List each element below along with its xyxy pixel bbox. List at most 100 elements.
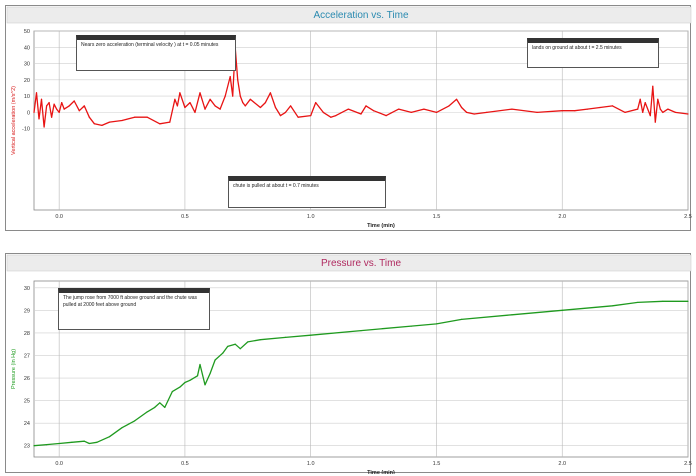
data-point (239, 95, 241, 97)
data-point (657, 98, 659, 100)
data-point (461, 318, 463, 320)
data-point (639, 98, 641, 100)
data-point (330, 116, 332, 118)
y-axis-label: Vertical acceleration (m/s^2) (11, 86, 17, 155)
data-point (58, 111, 60, 113)
data-point (297, 116, 299, 118)
x-tick-label: 2.5 (684, 461, 692, 467)
data-point (204, 108, 206, 110)
data-point (315, 102, 317, 104)
data-point (473, 113, 475, 115)
data-point (687, 300, 689, 302)
data-point (244, 105, 246, 107)
data-point (189, 379, 191, 381)
data-point (159, 123, 161, 125)
data-point (599, 106, 601, 109)
data-point (108, 121, 111, 123)
data-point (45, 443, 48, 446)
data-point (574, 110, 576, 112)
data-point (184, 106, 186, 109)
y-tick-label: 28 (24, 331, 30, 337)
pressure-chart: Pressure vs. Time 30 29 28 27 26 25 24 23 0.0 0.5 1… (5, 253, 692, 474)
y-tick-label: 27 (24, 353, 30, 359)
data-point (435, 111, 438, 113)
data-point (63, 108, 65, 110)
data-point (662, 111, 664, 113)
data-point (159, 402, 161, 404)
data-point (611, 305, 614, 307)
data-point (654, 121, 656, 123)
x-tick-label: 0.5 (181, 214, 189, 220)
x-tick-label: 0.0 (55, 461, 63, 467)
x-tick-label: 2.5 (684, 214, 692, 220)
data-point (174, 98, 176, 100)
x-tick-label: 1.0 (307, 461, 315, 467)
data-point (121, 119, 123, 122)
data-point (486, 111, 488, 113)
data-point (189, 102, 191, 104)
annotation-jump-altitude: The jump rose from 7000 ft above ground … (58, 288, 210, 330)
data-point (410, 111, 412, 113)
data-point (511, 108, 513, 110)
data-point (360, 330, 362, 332)
data-point (398, 108, 400, 110)
data-point (154, 406, 156, 408)
data-point (347, 108, 350, 110)
data-point (93, 123, 95, 125)
data-point (242, 102, 244, 104)
y-tick-label: 30 (24, 62, 30, 68)
x-tick-label: 2.0 (558, 214, 566, 220)
data-point (310, 115, 312, 117)
data-point (274, 106, 277, 109)
data-point (56, 108, 58, 110)
data-point (179, 386, 181, 388)
data-point (611, 105, 614, 107)
data-point (35, 92, 38, 94)
data-point (435, 323, 438, 325)
data-point (536, 111, 538, 113)
chart-title-bar (6, 6, 692, 24)
data-point (146, 116, 148, 118)
data-point (586, 108, 588, 110)
data-point (289, 105, 292, 107)
x-tick-label: 0.0 (55, 214, 63, 220)
data-point (674, 111, 677, 113)
data-point (33, 445, 35, 447)
data-point (239, 348, 241, 350)
data-point (169, 121, 171, 123)
data-point (624, 111, 626, 113)
data-point (249, 98, 251, 100)
data-point (423, 108, 425, 110)
data-point (652, 85, 654, 87)
data-point (644, 102, 646, 104)
data-point (219, 108, 221, 110)
data-point (53, 103, 55, 105)
data-point (284, 336, 287, 339)
data-point (214, 359, 216, 361)
data-point (455, 98, 458, 100)
y-axis-label: Pressure (in Hg) (11, 349, 17, 389)
x-axis-label: Time (min) (367, 223, 395, 229)
data-point (410, 325, 412, 327)
y-tick-label: 40 (24, 45, 30, 51)
data-point (194, 111, 196, 113)
x-tick-label: 0.5 (181, 461, 189, 467)
data-point (264, 102, 267, 104)
data-point (146, 411, 148, 413)
x-axis-label: Time (min) (367, 470, 395, 474)
data-point (199, 363, 201, 366)
data-point (448, 105, 450, 107)
data-point (365, 105, 367, 107)
data-point (662, 300, 664, 302)
y-tick-label: 20 (24, 78, 30, 84)
data-point (247, 341, 249, 343)
data-point (687, 113, 689, 115)
data-point (284, 111, 287, 113)
x-tick-label: 2.0 (558, 461, 566, 467)
data-point (237, 79, 239, 81)
data-point (222, 352, 224, 354)
data-point (637, 301, 639, 304)
y-tick-label: 26 (24, 376, 30, 382)
x-tick-label: 1.5 (433, 461, 441, 467)
data-point (179, 92, 181, 94)
